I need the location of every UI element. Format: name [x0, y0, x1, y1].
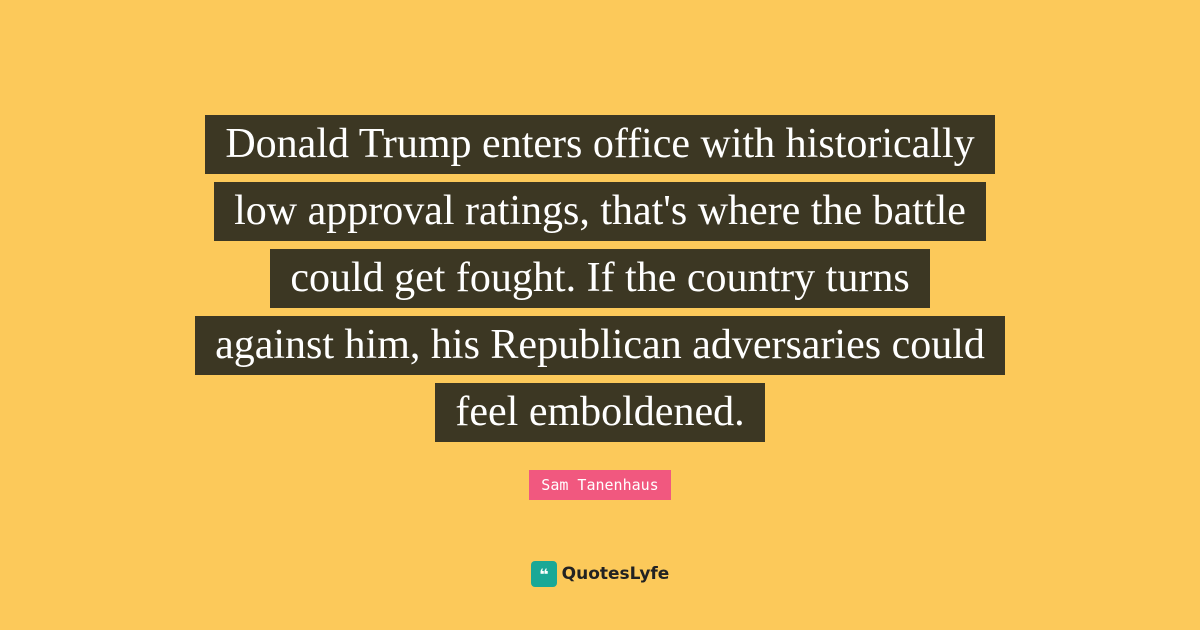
- author-wrap: Sam Tanenhaus: [0, 470, 1200, 500]
- author[interactable]: Sam Tanenhaus: [529, 470, 671, 500]
- quote-line: could get fought. If the country turns: [270, 249, 930, 308]
- quote: Donald Trump enters office with historic…: [0, 115, 1200, 450]
- quote-line: against him, his Republican adversaries …: [195, 316, 1005, 375]
- quote-line: low approval ratings, that's where the b…: [214, 182, 986, 241]
- quote-line: Donald Trump enters office with historic…: [205, 115, 995, 174]
- svg-text:❝: ❝: [539, 565, 548, 584]
- quote-line: feel emboldened.: [435, 383, 765, 442]
- brand[interactable]: ❝ QuotesLyfe: [0, 561, 1200, 587]
- brand-name: QuotesLyfe: [561, 564, 670, 584]
- brand-logo: ❝: [530, 561, 557, 587]
